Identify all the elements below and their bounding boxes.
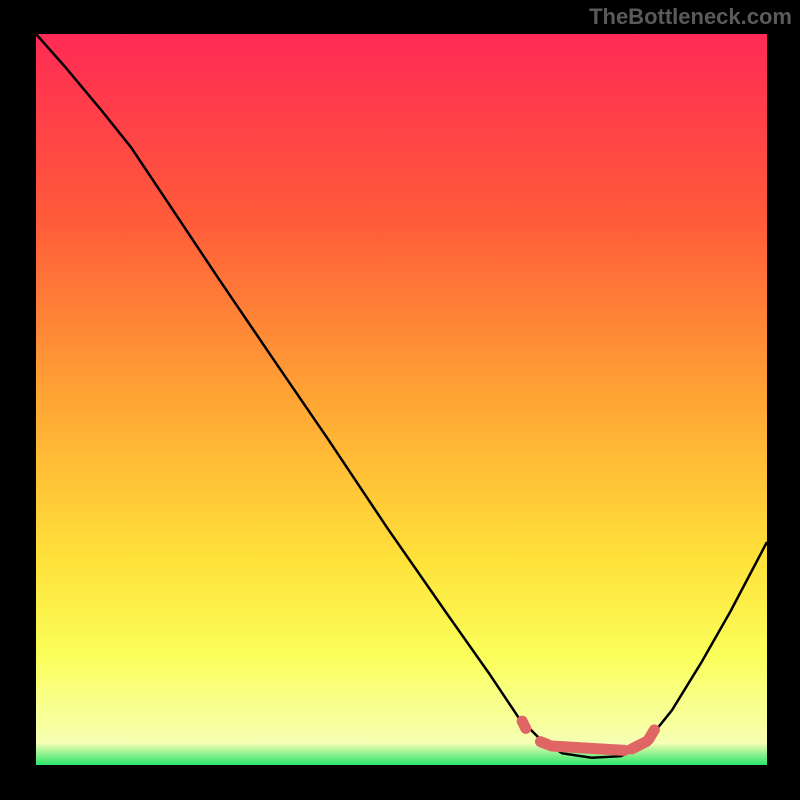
main-curve [36,34,767,758]
chart-container: TheBottleneck.com [0,0,800,800]
marker-series [522,721,654,750]
chart-overlay [0,0,800,800]
attribution-text: TheBottleneck.com [589,4,792,30]
